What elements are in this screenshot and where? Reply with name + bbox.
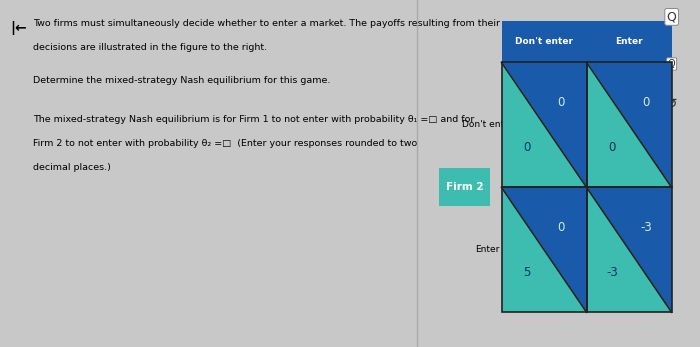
Text: decimal places.): decimal places.) — [34, 163, 111, 172]
Text: Firm 2 to not enter with probability θ₂ =□  (Enter your responses rounded to two: Firm 2 to not enter with probability θ₂ … — [34, 139, 418, 148]
Text: -3: -3 — [606, 266, 618, 279]
Bar — [587, 187, 672, 312]
Bar — [501, 187, 587, 312]
Polygon shape — [501, 62, 587, 187]
Text: Enter: Enter — [615, 37, 643, 46]
Text: 0: 0 — [557, 96, 565, 109]
Polygon shape — [587, 187, 672, 312]
Text: -3: -3 — [640, 221, 652, 234]
Polygon shape — [501, 187, 587, 312]
Text: |←: |← — [10, 21, 27, 35]
Bar — [439, 168, 490, 206]
Text: 5: 5 — [524, 266, 531, 279]
Text: 0: 0 — [557, 221, 565, 234]
Text: Two firms must simultaneously decide whether to enter a market. The payoffs resu: Two firms must simultaneously decide whe… — [34, 19, 500, 28]
Polygon shape — [587, 187, 672, 312]
Bar — [587, 62, 672, 187]
Bar — [501, 21, 672, 62]
Text: Q: Q — [666, 10, 677, 23]
Text: 0: 0 — [643, 96, 650, 109]
Bar — [501, 62, 587, 187]
Text: Firm 2: Firm 2 — [446, 183, 484, 192]
Text: Enter: Enter — [475, 245, 500, 254]
Text: Determine the mixed-strategy Nash equilibrium for this game.: Determine the mixed-strategy Nash equili… — [34, 76, 330, 85]
Text: 0: 0 — [524, 141, 531, 154]
Polygon shape — [587, 62, 672, 187]
Text: ↺: ↺ — [666, 97, 678, 111]
Text: Q: Q — [668, 59, 676, 69]
Polygon shape — [501, 187, 587, 312]
Text: The mixed-strategy Nash equilibrium is for Firm 1 to not enter with probability : The mixed-strategy Nash equilibrium is f… — [34, 115, 475, 124]
Text: Don't enter: Don't enter — [515, 37, 573, 46]
Polygon shape — [501, 62, 587, 187]
Text: Don't enter: Don't enter — [461, 120, 513, 129]
Text: 0: 0 — [608, 141, 616, 154]
Polygon shape — [587, 62, 672, 187]
Text: decisions are illustrated in the figure to the right.: decisions are illustrated in the figure … — [34, 43, 267, 52]
